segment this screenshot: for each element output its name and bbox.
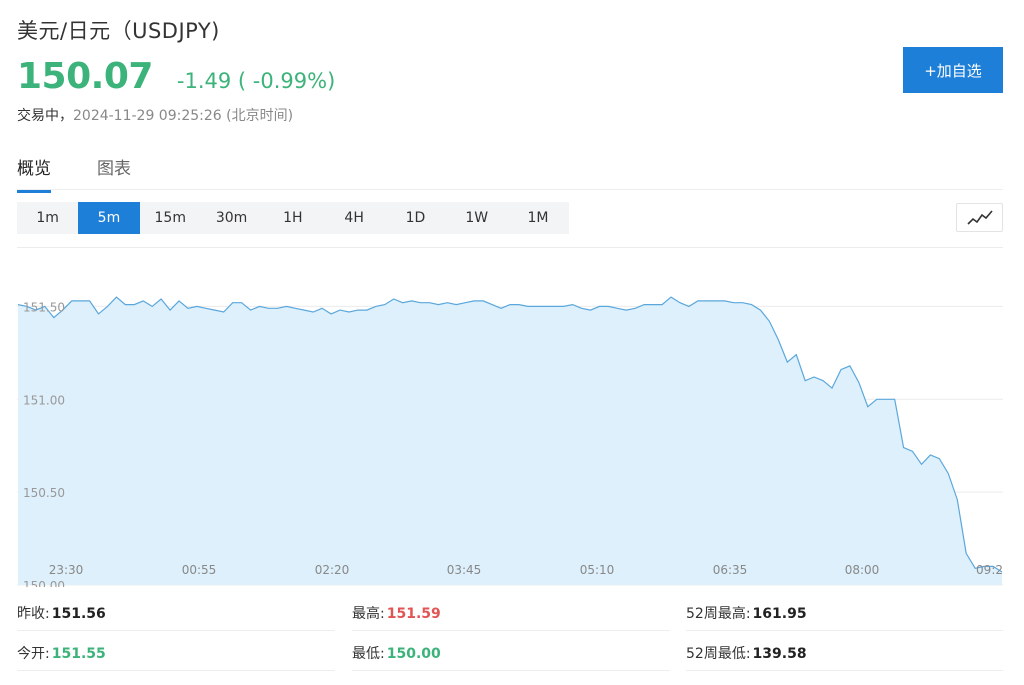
stat-value: 150.00	[386, 646, 441, 662]
y-tick-label: 150.00	[23, 579, 65, 587]
stat-value: 151.56	[51, 606, 106, 622]
stat-value: 151.59	[386, 606, 441, 622]
stat-open: 今开: 151.55	[17, 643, 106, 663]
stat-high: 最高: 151.59	[352, 603, 441, 623]
x-tick-label: 00:55	[182, 563, 217, 577]
stats-row-2: 今开: 151.55 最低: 150.00 52周最低: 139.58	[17, 633, 1003, 671]
x-tick-label: 09:2	[976, 563, 1003, 577]
interval-1h[interactable]: 1H	[283, 210, 303, 226]
x-tick-label: 03:45	[447, 563, 482, 577]
stats-row-1: 昨收: 151.56 最高: 151.59 52周最高: 161.95	[17, 593, 1003, 631]
page-title: 美元/日元（USDJPY)	[17, 19, 220, 43]
x-tick-label: 06:35	[713, 563, 748, 577]
stat-label: 52周最低:	[686, 646, 751, 662]
stat-value: 139.58	[752, 646, 807, 662]
interval-30m[interactable]: 30m	[215, 210, 248, 226]
line-chart-icon	[967, 210, 993, 225]
stat-value: 161.95	[752, 606, 807, 622]
price-area	[18, 297, 1002, 585]
interval-selector: 1m 5m 15m 30m 1H 4H 1D 1W 1M	[17, 202, 569, 234]
y-tick-label: 150.50	[23, 486, 65, 500]
current-price: 150.07	[17, 56, 153, 97]
interval-4h[interactable]: 4H	[344, 210, 364, 226]
stat-label: 最高:	[352, 606, 385, 622]
y-tick-label: 151.00	[23, 393, 65, 407]
x-tick-label: 23:30	[49, 563, 84, 577]
interval-15m[interactable]: 15m	[154, 210, 186, 226]
price-row: 150.07 -1.49 ( -0.99%)	[17, 56, 335, 97]
price-change: -1.49 ( -0.99%)	[176, 69, 336, 93]
x-tick-label: 05:10	[580, 563, 615, 577]
stat-52w-low: 52周最低: 139.58	[686, 643, 807, 663]
timestamp: 2024-11-29 09:25:26 (北京时间)	[73, 108, 294, 124]
stat-52w-high: 52周最高: 161.95	[686, 603, 807, 623]
stat-label: 昨收:	[17, 606, 50, 622]
trade-status: 交易中，2024-11-29 09:25:26 (北京时间)	[17, 105, 293, 125]
price-chart-svg: 151.50 151.00 150.50 150.00 23:30 00:55 02:20…	[17, 247, 1003, 593]
y-tick-label: 151.50	[23, 300, 65, 314]
x-axis-ticks: 23:30 00:55 02:20 03:45 05:10 06:35 08:00 09:2	[49, 563, 1003, 577]
stat-label: 今开:	[17, 646, 50, 662]
interval-1mo[interactable]: 1M	[527, 210, 549, 226]
chart-type-button[interactable]	[956, 203, 1003, 232]
interval-1m[interactable]: 1m	[36, 210, 59, 226]
price-line	[17, 296, 1003, 573]
interval-1w[interactable]: 1W	[465, 210, 489, 226]
tab-overview[interactable]: 概览	[17, 154, 51, 193]
trade-status-label: 交易中，	[17, 108, 73, 124]
price-chart[interactable]: 151.50 151.00 150.50 150.00 23:30 00:55 02:20…	[17, 247, 1003, 593]
x-tick-label: 08:00	[845, 563, 880, 577]
stat-label: 52周最高:	[686, 606, 751, 622]
stat-value: 151.55	[51, 646, 106, 662]
stat-low: 最低: 150.00	[352, 643, 441, 663]
tab-bar: 概览 图表	[17, 150, 1003, 193]
stat-prev-close: 昨收: 151.56	[17, 603, 106, 623]
interval-1d[interactable]: 1D	[405, 210, 426, 226]
interval-5m[interactable]: 5m	[78, 202, 140, 234]
x-tick-label: 02:20	[315, 563, 350, 577]
tab-chart[interactable]: 图表	[97, 159, 131, 179]
add-watchlist-button[interactable]: +加自选	[903, 47, 1003, 93]
stat-label: 最低:	[352, 646, 385, 662]
